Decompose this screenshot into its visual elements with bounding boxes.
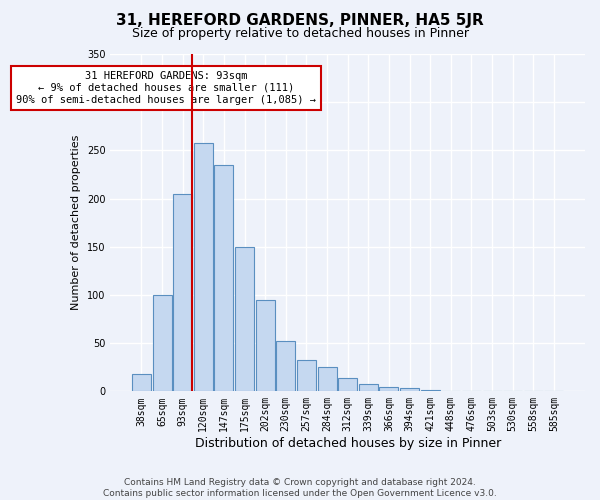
Bar [235,247,254,392]
Y-axis label: Number of detached properties: Number of detached properties [71,135,81,310]
Bar [214,165,233,392]
Bar [421,390,440,392]
Text: Size of property relative to detached houses in Pinner: Size of property relative to detached ho… [131,28,469,40]
Bar [317,367,337,392]
Bar [173,194,192,392]
X-axis label: Distribution of detached houses by size in Pinner: Distribution of detached houses by size … [194,437,501,450]
Bar [379,386,398,392]
Bar [194,142,213,392]
Text: Contains HM Land Registry data © Crown copyright and database right 2024.
Contai: Contains HM Land Registry data © Crown c… [103,478,497,498]
Text: 31, HEREFORD GARDENS, PINNER, HA5 5JR: 31, HEREFORD GARDENS, PINNER, HA5 5JR [116,12,484,28]
Text: 31 HEREFORD GARDENS: 93sqm
← 9% of detached houses are smaller (111)
90% of semi: 31 HEREFORD GARDENS: 93sqm ← 9% of detac… [16,72,316,104]
Bar [256,300,275,392]
Bar [152,295,172,392]
Bar [276,341,295,392]
Bar [132,374,151,392]
Bar [297,360,316,392]
Bar [338,378,357,392]
Bar [359,384,378,392]
Bar [400,388,419,392]
